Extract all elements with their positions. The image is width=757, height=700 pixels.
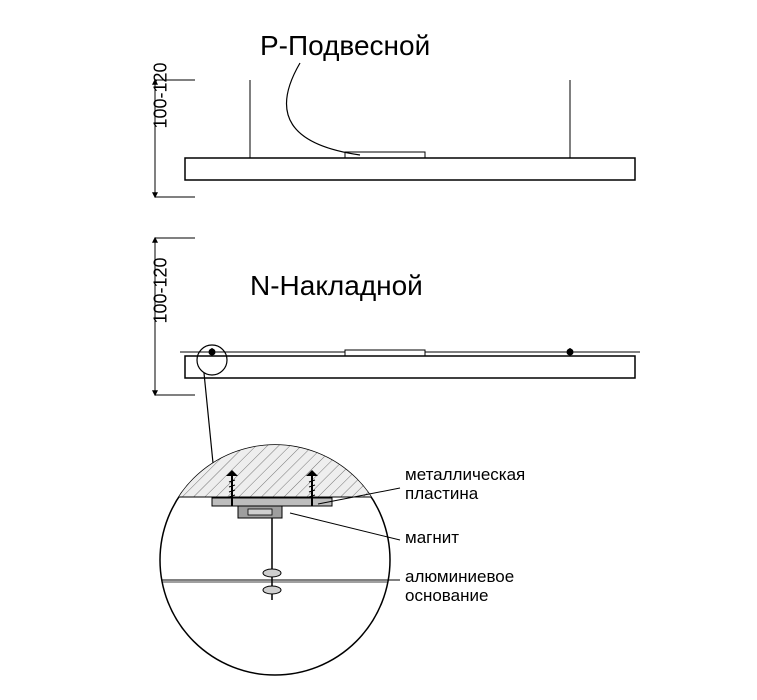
view-suspended [155, 63, 635, 197]
title-surface: N-Накладной [250, 270, 423, 302]
view-detail [160, 445, 400, 675]
dim-label-surface: 100-120 [151, 257, 172, 323]
title-suspended: P-Подвесной [260, 30, 430, 62]
annot-magnet: магнит [405, 528, 459, 548]
annot-base-line1: алюминиевое [405, 567, 514, 586]
annot-plate-line2: пластина [405, 484, 478, 503]
annot-base-line2: основание [405, 586, 488, 605]
annot-plate: металлическая пластина [405, 466, 525, 503]
dim-label-suspended: 100-120 [151, 62, 172, 128]
annot-plate-line1: металлическая [405, 465, 525, 484]
view-surface [155, 238, 640, 395]
diagram-canvas: P-Подвесной N-Накладной 100-120 100-120 … [0, 0, 757, 700]
annot-base: алюминиевое основание [405, 568, 514, 605]
detail-leader [204, 373, 213, 463]
diagram-svg [0, 0, 757, 700]
